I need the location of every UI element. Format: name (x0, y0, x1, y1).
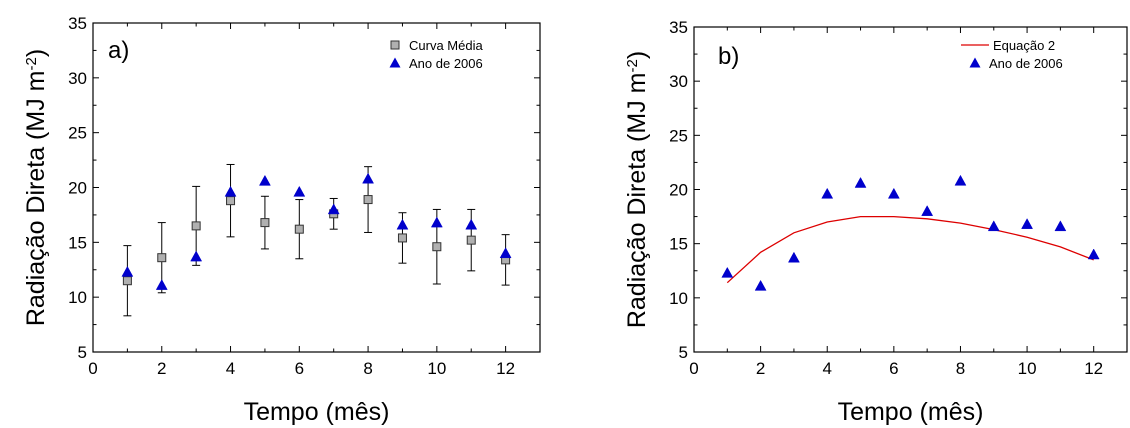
data-point-triangle (922, 206, 933, 216)
x-tick-label: 12 (496, 359, 515, 378)
legend-triangle-icon (970, 58, 981, 68)
data-point-triangle (191, 251, 202, 261)
data-point-square (433, 243, 441, 251)
data-point-triangle (466, 219, 477, 229)
y-tick-label: 15 (68, 233, 87, 252)
y-tick-label: 20 (669, 181, 688, 200)
data-point-triangle (431, 217, 442, 227)
legend-entry: Ano de 2006 (970, 56, 1063, 71)
x-tick-label: 2 (157, 359, 166, 378)
data-point-triangle (156, 280, 167, 290)
data-point-triangle (888, 188, 899, 198)
data-point-triangle (328, 204, 339, 214)
data-point-triangle (259, 175, 270, 185)
data-point-square (158, 254, 166, 262)
legend-label: Curva Média (409, 38, 483, 53)
y-tick-label: 20 (68, 179, 87, 198)
x-axis-title: Tempo (mês) (838, 398, 984, 426)
data-point-triangle (788, 252, 799, 262)
x-tick-label: 6 (889, 359, 898, 378)
y-tick-label: 25 (669, 126, 688, 145)
x-tick-label: 4 (822, 359, 831, 378)
data-point-square (295, 225, 303, 233)
data-point-square (364, 196, 372, 204)
data-point-square (192, 222, 200, 230)
x-tick-label: 4 (226, 359, 235, 378)
x-tick-label: 8 (956, 359, 965, 378)
legend-entry: Equação 2 (961, 38, 1055, 53)
x-tick-label: 2 (756, 359, 765, 378)
x-tick-label: 12 (1084, 359, 1103, 378)
x-tick-label: 10 (1018, 359, 1037, 378)
series-line (727, 217, 1093, 283)
y-tick-label: 30 (68, 69, 87, 88)
data-point-square (467, 236, 475, 244)
data-point-triangle (1022, 219, 1033, 229)
chart-panel-a: 0 2 4 6 8 10 12 5 10 15 20 25 30 35 Tempo (mês) Radiaçã… (22, 14, 540, 426)
data-point-triangle (122, 266, 133, 276)
plot-frame (93, 23, 540, 352)
legend-label: Ano de 2006 (989, 56, 1063, 71)
data-point-triangle (225, 186, 236, 196)
data-point-triangle (397, 219, 408, 229)
x-tick-label: 6 (295, 359, 304, 378)
data-point-square (398, 234, 406, 242)
y-axis-title: Radiação Direta (MJ m-2) (22, 49, 50, 326)
y-tick-label: 10 (669, 289, 688, 308)
y-tick-label: 30 (669, 72, 688, 91)
plot-frame (694, 27, 1127, 352)
data-point-triangle (822, 188, 833, 198)
data-point-triangle (988, 221, 999, 231)
legend-label: Equação 2 (993, 38, 1055, 53)
y-tick-label: 15 (669, 235, 688, 254)
chart-panel-b: 0 2 4 6 8 10 12 5 10 15 20 25 30 35 Tempo (mês) Radiaçã… (623, 18, 1127, 426)
legend-entry: Ano de 2006 (390, 56, 483, 71)
y-tick-label: 5 (78, 343, 87, 362)
y-tick-label: 35 (68, 14, 87, 33)
series-triangle (122, 173, 511, 289)
panel-label: b) (718, 43, 739, 70)
x-tick-label: 8 (363, 359, 372, 378)
data-point-triangle (722, 267, 733, 277)
legend-label: Ano de 2006 (409, 56, 483, 71)
series-square (123, 164, 509, 315)
data-point-triangle (500, 248, 511, 258)
series-line (727, 217, 1093, 283)
data-point-triangle (363, 173, 374, 183)
legend-triangle-icon (390, 58, 401, 68)
data-point-triangle (1055, 221, 1066, 231)
x-tick-label: 0 (689, 359, 698, 378)
y-tick-label: 25 (68, 124, 87, 143)
data-point-square (227, 197, 235, 205)
y-tick-label: 35 (669, 18, 688, 37)
y-axis-title: Radiação Direta (MJ m-2) (623, 51, 651, 328)
y-tick-label: 5 (679, 343, 688, 362)
panel-label: a) (108, 37, 129, 64)
data-point-triangle (755, 280, 766, 290)
data-point-triangle (294, 186, 305, 196)
x-tick-label: 10 (427, 359, 446, 378)
legend-square-icon (391, 41, 399, 49)
data-point-square (261, 219, 269, 227)
x-tick-label: 0 (88, 359, 97, 378)
series-triangle (722, 175, 1099, 290)
legend-entry: Curva Média (391, 38, 483, 53)
x-axis-title: Tempo (mês) (244, 398, 390, 426)
data-point-triangle (955, 175, 966, 185)
data-point-triangle (855, 178, 866, 188)
y-tick-label: 10 (68, 288, 87, 307)
data-point-triangle (1088, 249, 1099, 259)
data-point-square (123, 277, 131, 285)
